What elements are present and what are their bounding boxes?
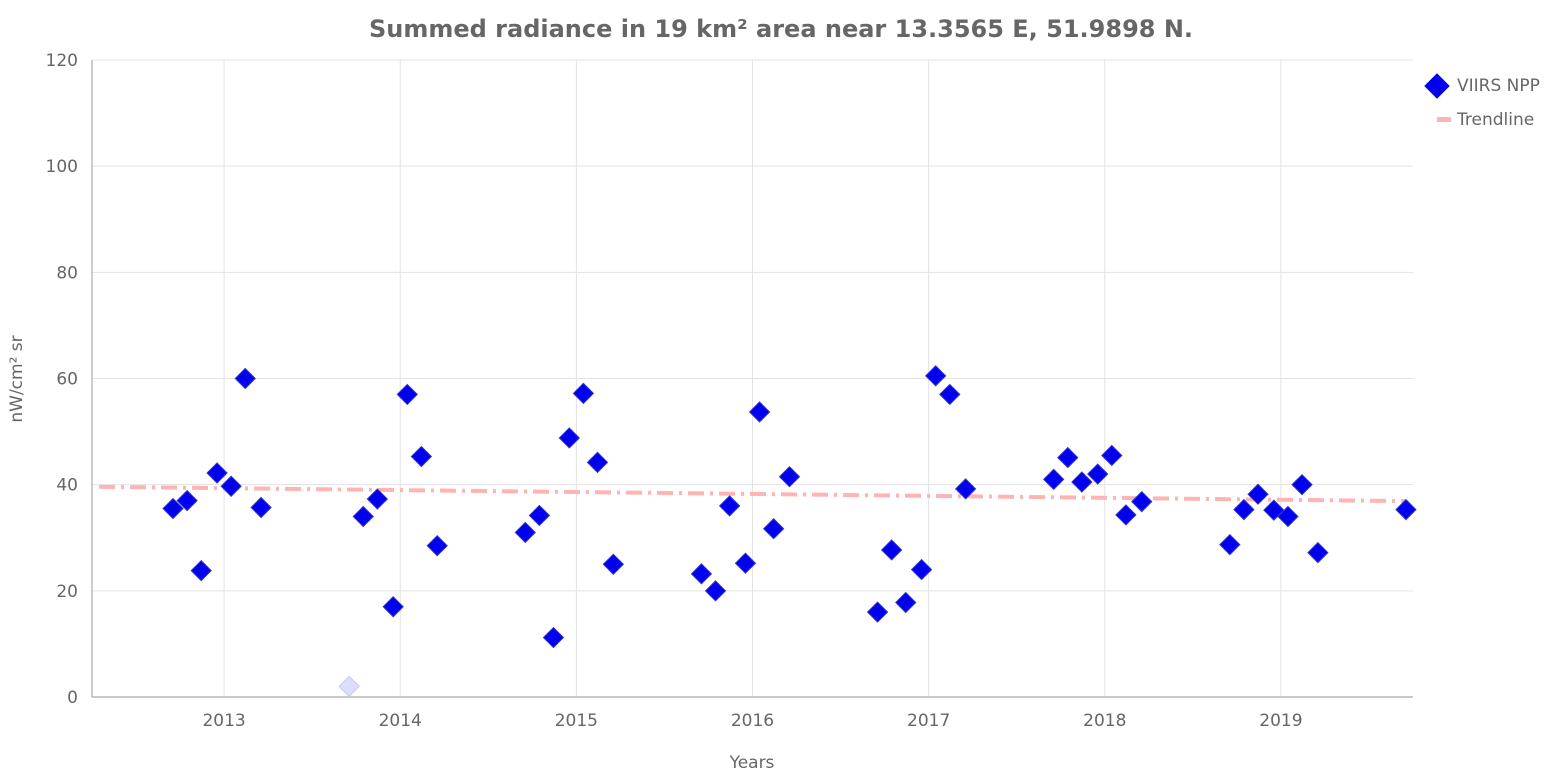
x-tick-label-2018: 2018 [1083, 711, 1126, 731]
data-point-0 [162, 497, 184, 520]
y-tick-label-0: 0 [67, 688, 78, 708]
x-tick-label-2013: 2013 [202, 711, 245, 731]
data-point-46 [1291, 473, 1313, 496]
data-point-33 [954, 478, 977, 500]
data-point-12 [426, 535, 448, 557]
data-point-10 [396, 383, 418, 406]
data-point-13 [514, 521, 536, 544]
data-point-9 [382, 596, 404, 618]
data-point-18 [586, 451, 609, 474]
data-point-39 [1115, 504, 1137, 526]
data-point-34 [1042, 468, 1065, 491]
y-tick-label-60: 60 [56, 370, 78, 390]
y-tick-label-40: 40 [56, 476, 78, 496]
data-point-42 [1233, 498, 1255, 521]
trendline [99, 484, 1406, 504]
data-point-6 [250, 496, 272, 519]
data-point-5 [234, 367, 256, 390]
data-point-32 [939, 383, 961, 406]
data-point-21 [704, 580, 727, 602]
data-point-40 [1131, 490, 1153, 513]
data-point-7 [352, 505, 374, 528]
x-tick-label-2016: 2016 [731, 711, 774, 731]
trendline-layer [99, 484, 1406, 504]
data-point-43 [1247, 483, 1269, 505]
y-tick-label-20: 20 [56, 582, 78, 602]
data-point-30 [910, 558, 933, 581]
data-point-37 [1087, 463, 1109, 485]
data-point-41 [1219, 533, 1241, 556]
data-point-1 [176, 489, 198, 512]
axes: 0 20 40 60 80 100 120 2013 2014 2015 2016 2017 2018 2… [46, 51, 1413, 731]
data-point-48 [1395, 498, 1417, 521]
faded-data-point-0 [338, 675, 360, 698]
y-tick-label-80: 80 [56, 263, 78, 283]
data-point-28 [880, 539, 903, 561]
y-axis-title: nW/cm² sr [7, 335, 27, 422]
data-point-11 [410, 445, 433, 468]
data-point-36 [1071, 471, 1093, 493]
grid-lines [92, 59, 1413, 697]
legend-marker-trendline [1437, 117, 1451, 122]
x-tick-label-2019: 2019 [1259, 711, 1302, 731]
x-tick-label-2015: 2015 [555, 711, 598, 731]
chart-title: Summed radiance in 19 km² area near 13.3… [369, 15, 1193, 43]
data-point-29 [895, 591, 917, 614]
x-tick-label-2017: 2017 [907, 711, 950, 731]
x-axis-title: Years [729, 753, 775, 773]
data-point-23 [734, 552, 757, 574]
data-point-26 [778, 465, 801, 488]
data-point-31 [924, 365, 947, 387]
data-point-8 [366, 488, 389, 510]
data-point-2 [190, 559, 212, 582]
data-point-4 [220, 475, 242, 497]
legend-marker-viirs [1424, 73, 1450, 99]
data-point-17 [572, 382, 595, 405]
legend-label-trendline: Trendline [1456, 110, 1534, 130]
data-point-20 [690, 563, 713, 585]
data-point-35 [1057, 446, 1079, 469]
data-point-16 [558, 427, 581, 449]
data-points [162, 365, 1417, 698]
data-point-45 [1277, 505, 1299, 528]
data-point-24 [748, 401, 771, 423]
data-point-3 [206, 462, 228, 484]
x-tick-label-2014: 2014 [379, 711, 422, 731]
legend-label-viirs: VIIRS NPP [1457, 76, 1540, 96]
data-point-22 [718, 495, 741, 517]
data-point-19 [602, 553, 625, 575]
legend: VIIRS NPP Trendline [1424, 73, 1540, 130]
data-point-25 [762, 518, 785, 540]
data-point-15 [542, 626, 565, 649]
data-point-47 [1307, 541, 1329, 564]
y-tick-label-100: 100 [46, 157, 78, 177]
y-tick-label-120: 120 [46, 51, 78, 71]
data-point-38 [1101, 444, 1123, 467]
data-point-27 [866, 601, 889, 623]
data-point-14 [528, 504, 551, 527]
